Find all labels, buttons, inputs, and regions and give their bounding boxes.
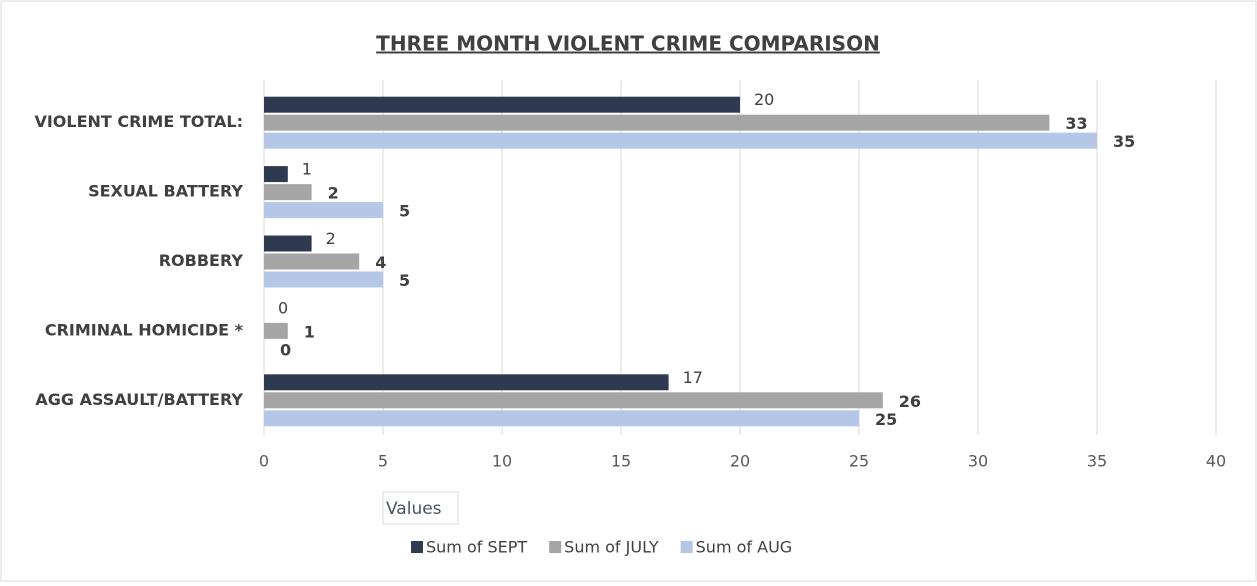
legend-label: Sum of JULY xyxy=(564,538,659,557)
x-tick-label: 0 xyxy=(259,452,269,471)
data-label: 17 xyxy=(683,368,703,387)
bar xyxy=(264,132,1097,149)
legend-swatch xyxy=(411,541,423,553)
bar xyxy=(264,271,383,288)
x-tick-label: 25 xyxy=(849,452,869,471)
bar xyxy=(264,235,312,252)
x-tick-label: 15 xyxy=(611,452,631,471)
data-label: 5 xyxy=(399,271,410,290)
legend-swatch xyxy=(680,541,693,553)
data-label: 20 xyxy=(754,90,774,109)
data-label: 0 xyxy=(280,340,291,359)
x-tick-label: 30 xyxy=(968,452,988,471)
bar xyxy=(264,202,383,219)
y-tick-label: ROBBERY xyxy=(159,251,244,270)
bar xyxy=(264,96,740,113)
chart-title: THREE MONTH VIOLENT CRIME COMPARISON xyxy=(376,32,880,56)
bar xyxy=(264,392,883,409)
field-button[interactable] xyxy=(382,491,459,525)
data-label: 4 xyxy=(375,253,386,272)
x-tick-label: 35 xyxy=(1087,452,1107,471)
x-tick-label: 10 xyxy=(492,452,512,471)
data-label: 1 xyxy=(302,160,312,179)
bar xyxy=(264,410,859,427)
data-label: 35 xyxy=(1113,132,1135,151)
bar xyxy=(264,322,288,339)
bar xyxy=(264,253,360,270)
data-label: 25 xyxy=(875,410,897,429)
bar xyxy=(264,184,312,201)
bar xyxy=(264,166,288,183)
bar xyxy=(264,114,1050,131)
x-tick-label: 5 xyxy=(378,452,388,471)
data-label: 0 xyxy=(278,298,288,317)
legend-swatch xyxy=(549,541,562,553)
y-tick-label: AGG ASSAULT/BATTERY xyxy=(35,390,243,409)
legend-label: Sum of SEPT xyxy=(426,538,527,557)
data-label: 1 xyxy=(304,322,315,341)
x-tick-label: 20 xyxy=(730,452,750,471)
legend-label: Sum of AUG xyxy=(696,538,793,557)
data-label: 2 xyxy=(326,229,336,248)
field-button-label[interactable]: Values xyxy=(386,499,442,519)
data-label: 33 xyxy=(1065,114,1087,133)
x-tick-label: 40 xyxy=(1206,452,1226,471)
data-label: 5 xyxy=(399,202,410,221)
bar xyxy=(264,374,669,391)
y-tick-label: SEXUAL BATTERY xyxy=(88,182,243,201)
y-tick-label: CRIMINAL HOMICIDE * xyxy=(45,320,244,339)
data-label: 26 xyxy=(899,392,921,411)
data-label: 2 xyxy=(328,184,339,203)
y-tick-label: VIOLENT CRIME TOTAL: xyxy=(34,112,243,131)
